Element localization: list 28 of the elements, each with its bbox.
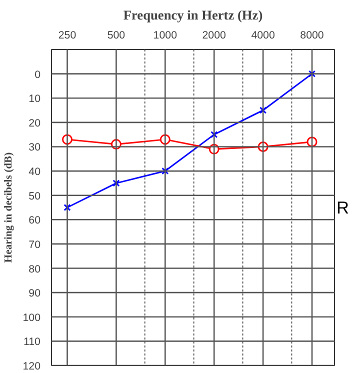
y-tick-label: 120 — [22, 360, 41, 372]
point — [210, 131, 218, 138]
y-tick-label: 10 — [28, 93, 41, 106]
y-tick-label: 80 — [28, 263, 41, 276]
y-tick-label: 30 — [28, 142, 41, 154]
y-tick-label: 50 — [28, 190, 41, 202]
point — [112, 180, 120, 187]
y-tick-label: 0 — [34, 68, 41, 81]
x-tick-label: 1000 — [153, 30, 178, 42]
y-axis-title: Hearing in decibels (dB) — [4, 152, 15, 263]
y-tick-label: 70 — [28, 238, 41, 251]
y-tick-label: 90 — [28, 288, 41, 300]
x-tick-label: 2000 — [202, 30, 226, 42]
point — [259, 106, 267, 114]
x-tick-label: 8000 — [300, 30, 324, 42]
y-tick-label: 40 — [28, 166, 41, 178]
point — [64, 204, 71, 212]
point — [308, 70, 316, 78]
y-tick-label: 20 — [28, 117, 41, 130]
y-tick-label: 60 — [28, 214, 41, 227]
y-tick-label: 100 — [22, 312, 41, 324]
chart-title: Frequency in Hertz (Hz) — [123, 8, 263, 22]
y-tick-label: 110 — [24, 336, 41, 348]
point — [162, 167, 169, 175]
text: R — [336, 198, 350, 218]
x-tick-label: 500 — [107, 30, 126, 42]
x-tick-label: 4000 — [251, 30, 275, 42]
x-tick-label: 250 — [58, 30, 76, 42]
